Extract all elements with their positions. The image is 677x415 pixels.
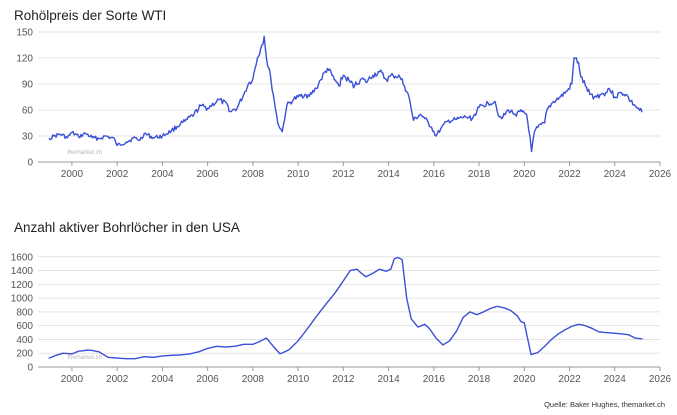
x-tick-label: 2022 <box>558 374 581 385</box>
source-note: Quelle: Baker Hughes, themarket.ch <box>544 400 665 409</box>
x-tick-label: 2010 <box>287 169 310 180</box>
x-tick-label: 2020 <box>513 374 536 385</box>
x-tick-label: 2000 <box>61 169 84 180</box>
y-tick-label: 150 <box>16 28 33 39</box>
y-tick-label: 200 <box>16 349 33 360</box>
series-line-wti <box>48 35 643 153</box>
x-tick-label: 2014 <box>377 374 400 385</box>
x-tick-label: 2006 <box>197 169 220 180</box>
y-tick-label: 30 <box>22 132 34 143</box>
x-tick-label: 2018 <box>468 169 491 180</box>
y-tick-label: 90 <box>22 80 34 91</box>
chart-wti: 0 30 60 90 120 150 2000 2002 2004 2006 2008 2010 201… <box>16 28 671 181</box>
watermark-text: themarket.ch <box>67 150 102 156</box>
x-tick-label: 2008 <box>242 374 265 385</box>
x-tick-label: 2018 <box>468 374 491 385</box>
y-tick-label: 1200 <box>11 280 34 291</box>
chart-title-wti: Rohölpreis der Sorte WTI <box>14 8 167 23</box>
x-tick-label: 2026 <box>649 169 672 180</box>
x-tick-label: 2000 <box>61 374 84 385</box>
x-tick-label: 2024 <box>604 169 627 180</box>
x-tick-label: 2002 <box>106 169 129 180</box>
x-tick-label: 2006 <box>197 374 220 385</box>
x-tick-label: 2020 <box>513 169 536 180</box>
y-tick-label: 120 <box>16 54 33 65</box>
y-tick-label: 1000 <box>11 294 34 305</box>
chart-rigs: 0 200 400 600 800 1000 1200 1400 1600 2000 2002 200… <box>11 252 672 385</box>
x-tick-label: 2004 <box>151 374 174 385</box>
y-tick-label: 400 <box>16 335 33 346</box>
chart-title-rig-count: Anzahl aktiver Bohrlöcher in den USA <box>14 220 240 235</box>
x-tick-label: 2004 <box>151 169 174 180</box>
y-tick-label: 1600 <box>11 252 34 263</box>
y-tick-label: 800 <box>16 307 33 318</box>
y-tick-label: 60 <box>22 106 34 117</box>
x-tick-label: 2026 <box>649 374 672 385</box>
x-tick-label: 2012 <box>332 374 355 385</box>
watermark-text: themarket.ch <box>67 355 102 361</box>
x-tick-label: 2002 <box>106 374 129 385</box>
x-tick-label: 2012 <box>332 169 355 180</box>
y-tick-label: 0 <box>27 158 33 169</box>
x-tick-label: 2024 <box>604 374 627 385</box>
series-line-rigs <box>48 256 643 360</box>
y-tick-label: 0 <box>27 363 33 374</box>
x-tick-label: 2022 <box>558 169 581 180</box>
x-tick-label: 2016 <box>423 169 446 180</box>
x-tick-label: 2010 <box>287 374 310 385</box>
x-tick-label: 2014 <box>377 169 400 180</box>
y-tick-label: 600 <box>16 321 33 332</box>
x-tick-label: 2016 <box>423 374 446 385</box>
y-tick-label: 1400 <box>11 266 34 277</box>
x-tick-label: 2008 <box>242 169 265 180</box>
